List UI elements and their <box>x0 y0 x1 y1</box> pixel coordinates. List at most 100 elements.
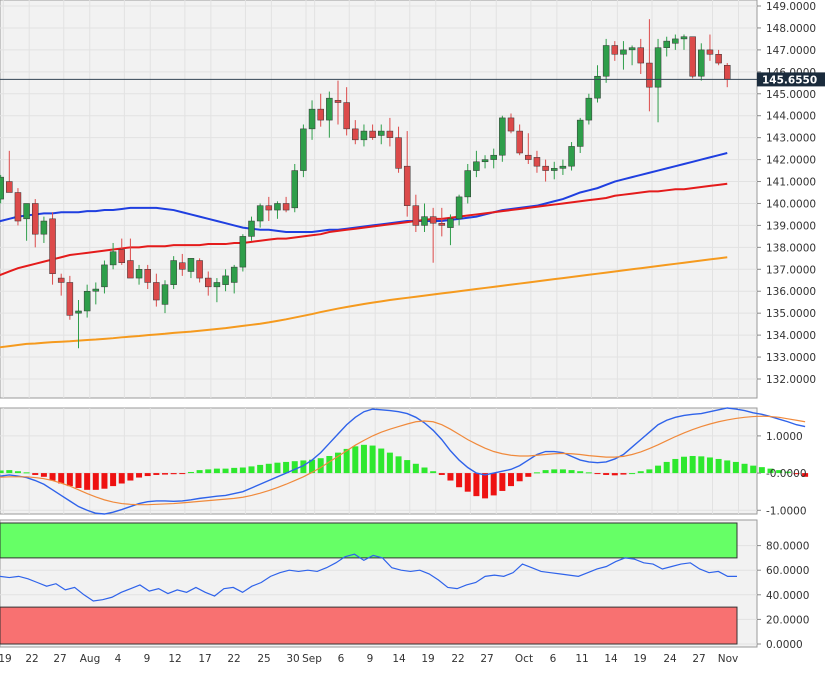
candle-body <box>153 282 160 301</box>
macd-hist-bar-positive <box>412 463 419 474</box>
candle-body <box>75 310 82 314</box>
macd-histogram <box>0 444 809 499</box>
macd-hist-bar-negative <box>473 473 480 497</box>
moving-averages <box>0 152 728 349</box>
candle-body <box>6 181 13 193</box>
candle-bullish <box>499 115 506 162</box>
candle-body <box>23 203 30 220</box>
candle-bullish <box>0 174 4 204</box>
date-tick-label: 14 <box>604 653 618 665</box>
date-tick-label: Nov <box>718 653 739 665</box>
candle-body <box>576 119 584 147</box>
rsi-tick-label: 60.0000 <box>766 565 809 577</box>
date-tick-label: 30 <box>286 653 299 665</box>
candle-bearish <box>525 133 532 164</box>
candle-body <box>300 128 307 171</box>
candle-bullish <box>464 163 471 204</box>
date-tick-label: 27 <box>692 653 705 665</box>
macd-hist-bar-positive <box>317 458 324 474</box>
macd-hist-bar-positive <box>585 472 592 474</box>
candle-body <box>386 130 394 138</box>
candle-bearish <box>265 196 273 222</box>
macd-hist-bar-negative <box>40 473 47 477</box>
candle-body <box>464 170 471 198</box>
candle-bearish <box>706 34 714 61</box>
macd-hist-bar-positive <box>404 460 411 474</box>
candle-bearish <box>334 80 342 125</box>
candle-bullish <box>447 214 454 246</box>
candle-bullish <box>170 256 177 290</box>
price-tick-label: 132.0000 <box>766 374 816 386</box>
price-tick-label: 136.0000 <box>766 286 816 298</box>
candle-body <box>611 45 619 55</box>
macd-tick-label: -1.0000 <box>766 505 807 517</box>
macd-hist-bar-positive <box>681 456 687 474</box>
macd-hist-bar-positive <box>360 444 367 474</box>
date-tick-label: 6 <box>338 653 345 665</box>
rsi-axis: 80.0000 60.0000 40.0000 20.0000 0.0000 <box>757 541 809 651</box>
price-tick-label: 143.0000 <box>766 133 816 145</box>
date-tick-label: 4 <box>115 653 122 665</box>
macd-hist-bar-negative <box>58 473 65 484</box>
last-price-label-box <box>757 72 825 87</box>
macd-hist-bar-negative <box>75 473 82 488</box>
rsi-tick-label: 20.0000 <box>766 614 809 626</box>
candle-bearish <box>386 117 394 147</box>
candle-bullish <box>83 284 91 318</box>
price-tick-label: 133.0000 <box>766 352 816 364</box>
candle-bearish <box>533 150 541 173</box>
rsi-oversold-zone <box>0 606 738 645</box>
macd-hist-bar-positive <box>326 455 333 474</box>
macd-signal-line <box>0 415 806 506</box>
candle-bullish <box>663 36 670 57</box>
candle-bearish <box>144 264 151 290</box>
macd-hist-bar-positive <box>248 466 255 474</box>
date-tick-label: 25 <box>257 653 270 665</box>
candle-bullish <box>576 117 584 154</box>
date-tick-label: 22 <box>451 653 464 665</box>
macd-hist-bar-positive <box>222 468 229 474</box>
macd-hist-bar-positive <box>239 467 246 474</box>
macd-hist-bar-negative <box>793 473 800 475</box>
date-tick-label: 22 <box>25 653 38 665</box>
candle-bullish <box>680 34 688 50</box>
candle-body <box>663 40 670 48</box>
macd-hist-bar-positive <box>776 470 783 474</box>
price-tick-label: 141.0000 <box>766 177 816 189</box>
candle-body <box>170 260 177 285</box>
macd-hist-bar-negative <box>490 473 497 496</box>
macd-hist-bar-negative <box>144 473 151 477</box>
candle-bearish <box>352 120 359 145</box>
candle-bearish <box>689 36 696 79</box>
candle-body <box>179 262 186 270</box>
candle-bullish <box>213 278 221 303</box>
macd-hist-bar-positive <box>784 471 791 474</box>
macd-line <box>0 407 806 515</box>
candle-bullish <box>274 201 281 219</box>
candle-bearish <box>66 275 74 320</box>
candle-body <box>334 100 342 103</box>
candle-body <box>222 275 229 285</box>
candle-bearish <box>395 126 402 173</box>
macd-hist-bar-positive <box>732 461 739 474</box>
candle-body <box>265 205 273 211</box>
macd-hist-bar-positive <box>421 467 428 474</box>
macd-hist-bar-positive <box>750 465 757 474</box>
candle-body <box>551 168 558 171</box>
candle-body <box>680 36 688 40</box>
candle-body <box>421 216 428 226</box>
candle-bullish <box>161 280 169 314</box>
macd-hist-bar-positive <box>369 445 376 474</box>
macd-hist-bar-negative <box>525 473 532 477</box>
candle-body <box>620 49 627 55</box>
candle-body <box>542 165 549 171</box>
candle-bearish <box>127 238 134 279</box>
macd-hist-bar-negative <box>456 473 463 488</box>
candle-body <box>57 277 65 283</box>
candle-body <box>698 49 705 77</box>
macd-hist-bar-positive <box>689 455 696 474</box>
macd-hist-bar-negative <box>802 473 809 477</box>
candle-bearish <box>715 49 722 66</box>
candle-body <box>724 64 731 80</box>
